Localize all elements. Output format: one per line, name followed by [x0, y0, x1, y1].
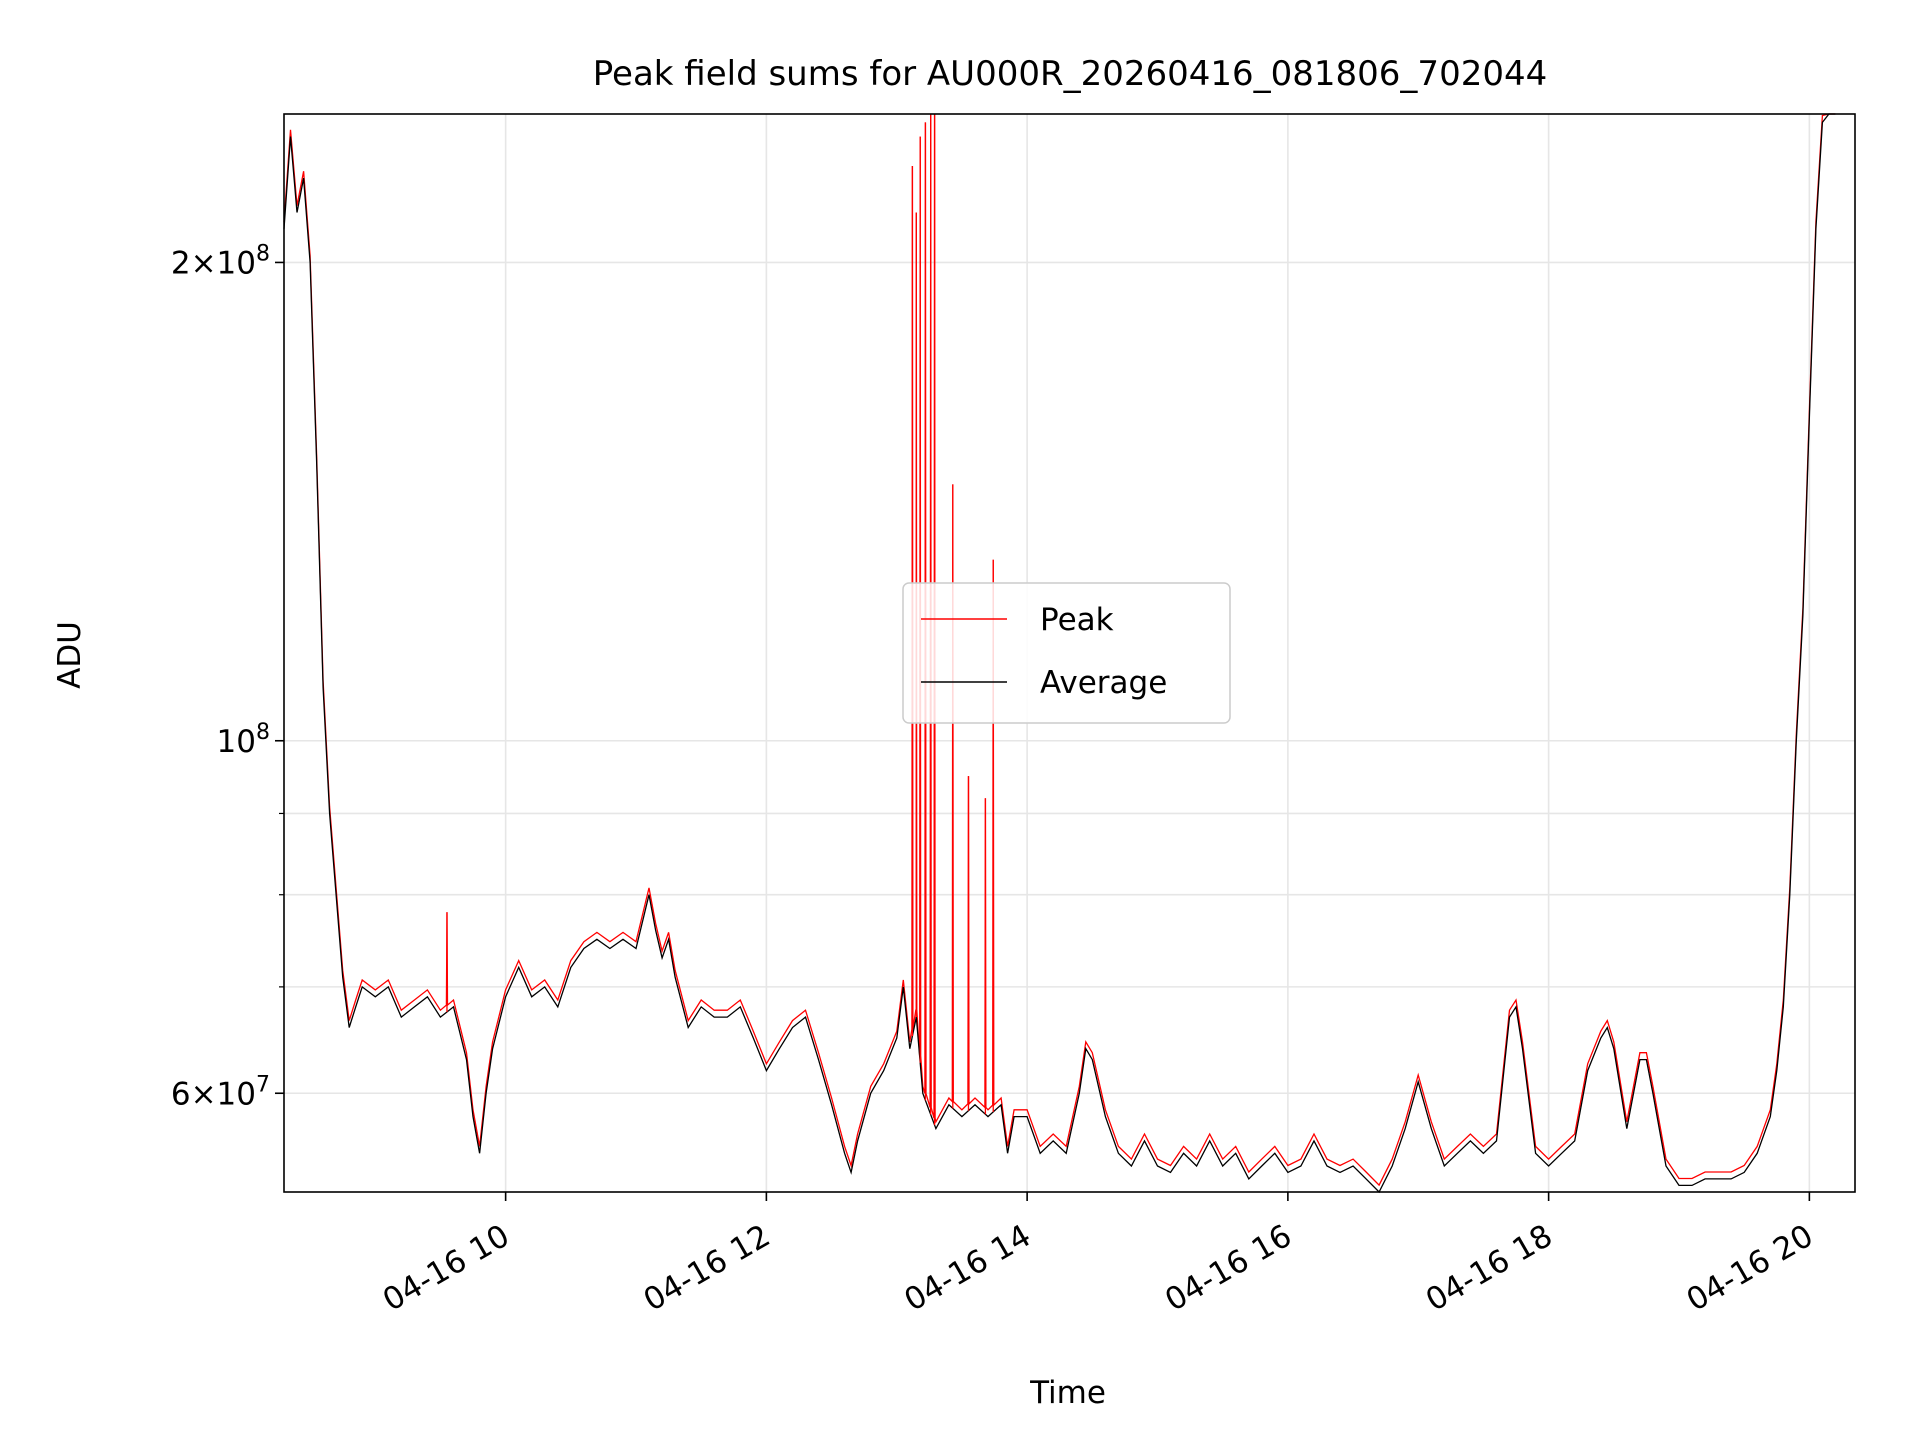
x-tick-label: 04-16 18 [1420, 1218, 1559, 1319]
x-tick-label: 04-16 12 [638, 1218, 777, 1319]
chart-title: Peak field sums for AU000R_20260416_0818… [593, 54, 1547, 94]
y-tick-label: 108 [217, 720, 270, 760]
x-tick-label: 04-16 20 [1681, 1218, 1820, 1319]
legend-peak-label: Peak [1040, 602, 1114, 638]
y-tick-label: 2×108 [171, 241, 270, 281]
legend-box [902, 582, 1231, 724]
x-tick-label: 04-16 16 [1159, 1218, 1298, 1319]
y-axis-label: ADU [52, 621, 88, 689]
x-tick-label: 04-16 14 [898, 1218, 1037, 1319]
average-series-line [283, 113, 1836, 1194]
axis-ticks: 04-16 10 04-16 12 04-16 14 04-16 16 04-16 18… [171, 241, 1820, 1318]
plot-frame [283, 113, 1856, 1193]
grid [284, 114, 1855, 1192]
x-tick-label: 04-16 10 [377, 1218, 516, 1319]
legend-average-label: Average [1040, 665, 1167, 701]
x-axis-label: Time [1029, 1375, 1106, 1411]
legend: Peak Average [902, 582, 1231, 724]
y-tick-label: 6×107 [171, 1072, 270, 1112]
